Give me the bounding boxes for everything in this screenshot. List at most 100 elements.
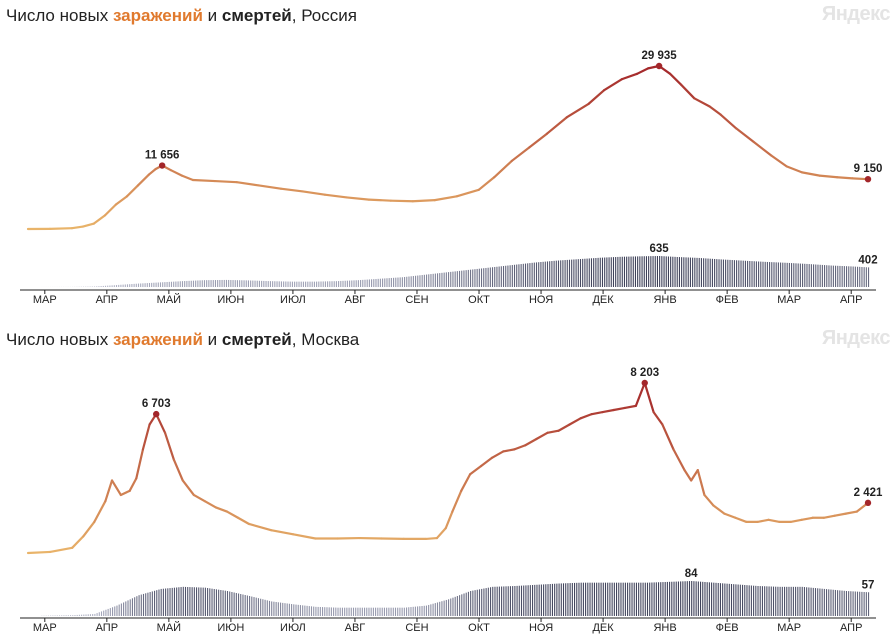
death-bar bbox=[670, 256, 672, 287]
title-and: и bbox=[202, 330, 222, 349]
death-bar bbox=[724, 583, 726, 616]
death-bar bbox=[234, 280, 236, 287]
infections-segment bbox=[836, 176, 854, 180]
death-bar bbox=[450, 271, 452, 287]
death-bar bbox=[843, 266, 845, 287]
infections-value-label: 29 935 bbox=[642, 50, 678, 62]
death-bar bbox=[806, 263, 808, 287]
death-bar bbox=[478, 589, 481, 616]
death-bar bbox=[454, 596, 456, 616]
death-bar bbox=[377, 278, 379, 287]
death-bar bbox=[145, 593, 147, 616]
death-bar bbox=[638, 582, 640, 616]
infections-segment bbox=[719, 113, 738, 130]
death-bar bbox=[151, 282, 153, 287]
death-bar bbox=[813, 264, 815, 287]
infections-segment bbox=[455, 188, 480, 198]
death-bar bbox=[483, 268, 485, 287]
infections-segment bbox=[696, 469, 706, 497]
death-bar bbox=[747, 260, 749, 287]
death-bar bbox=[737, 584, 739, 616]
death-bar bbox=[492, 586, 494, 616]
death-bar bbox=[494, 266, 496, 287]
infections-value-label: 9 150 bbox=[854, 163, 883, 175]
x-tick-label: АПР bbox=[840, 622, 862, 634]
death-bar bbox=[350, 607, 352, 616]
death-bar bbox=[786, 262, 788, 287]
death-bar bbox=[461, 594, 463, 616]
death-bar bbox=[772, 586, 775, 616]
death-bar bbox=[527, 263, 529, 287]
death-bar bbox=[806, 587, 808, 616]
death-bar bbox=[716, 259, 718, 287]
death-bar bbox=[463, 270, 465, 287]
title-prefix: Число новых bbox=[6, 6, 113, 25]
death-bar bbox=[239, 280, 241, 287]
infections-value-label: 11 656 bbox=[145, 150, 180, 162]
death-bar bbox=[685, 257, 687, 287]
infections-value-label: 8 203 bbox=[630, 367, 659, 379]
death-bar bbox=[54, 615, 56, 616]
death-bar bbox=[107, 285, 109, 287]
infections-segment bbox=[82, 520, 96, 538]
death-bar bbox=[208, 280, 210, 287]
infections-segment bbox=[81, 222, 96, 228]
russia-panel: Число новых заражений и смертей, Россия … bbox=[6, 3, 891, 306]
death-bar bbox=[788, 262, 790, 287]
death-bar bbox=[94, 613, 96, 616]
death-bar bbox=[566, 259, 568, 287]
death-bar bbox=[534, 584, 536, 617]
death-bar bbox=[753, 585, 755, 616]
death-bar bbox=[181, 281, 184, 287]
infections-line bbox=[26, 64, 870, 231]
infections-segment bbox=[477, 176, 496, 191]
death-bar bbox=[156, 590, 158, 616]
x-tick-label: СЕН bbox=[405, 294, 428, 306]
death-bar bbox=[797, 263, 799, 287]
death-bar bbox=[850, 266, 852, 287]
death-bar bbox=[83, 614, 85, 616]
death-bar bbox=[377, 607, 379, 616]
death-bar bbox=[848, 266, 850, 287]
death-bar bbox=[395, 277, 397, 287]
death-bar bbox=[322, 607, 324, 616]
infections-segment bbox=[181, 479, 195, 497]
death-bar bbox=[177, 281, 179, 287]
infections-segment bbox=[623, 404, 637, 410]
death-bar bbox=[784, 586, 786, 616]
death-bar bbox=[650, 256, 652, 287]
death-bar bbox=[131, 598, 133, 616]
death-bar bbox=[370, 607, 372, 616]
death-bar bbox=[773, 262, 775, 287]
death-bar bbox=[392, 607, 394, 616]
infections-segment bbox=[818, 174, 839, 179]
death-bar bbox=[633, 582, 635, 616]
deaths-value-label: 402 bbox=[858, 254, 877, 266]
death-bar bbox=[512, 586, 514, 616]
death-bar bbox=[496, 586, 498, 616]
death-bar bbox=[490, 587, 492, 616]
death-bar bbox=[755, 261, 757, 287]
death-bar bbox=[700, 581, 702, 616]
infections-marker bbox=[655, 62, 663, 70]
death-bar bbox=[138, 595, 140, 616]
death-bar bbox=[676, 256, 678, 287]
death-bar bbox=[118, 284, 120, 287]
death-bar bbox=[485, 267, 487, 287]
death-bar bbox=[513, 264, 516, 287]
death-bar bbox=[770, 586, 772, 616]
infections-segment bbox=[460, 473, 472, 492]
death-bar bbox=[78, 614, 80, 616]
infections-segment bbox=[708, 105, 722, 116]
death-bar bbox=[85, 614, 87, 616]
infections-segment bbox=[590, 410, 604, 416]
infections-segment bbox=[345, 196, 370, 201]
death-bar bbox=[764, 586, 766, 616]
death-bar bbox=[627, 582, 629, 616]
death-bar bbox=[812, 587, 814, 617]
death-bar bbox=[852, 591, 854, 617]
death-bar bbox=[225, 279, 228, 287]
death-bar bbox=[112, 607, 114, 616]
death-bar bbox=[516, 264, 518, 287]
infections-segment bbox=[424, 536, 439, 541]
